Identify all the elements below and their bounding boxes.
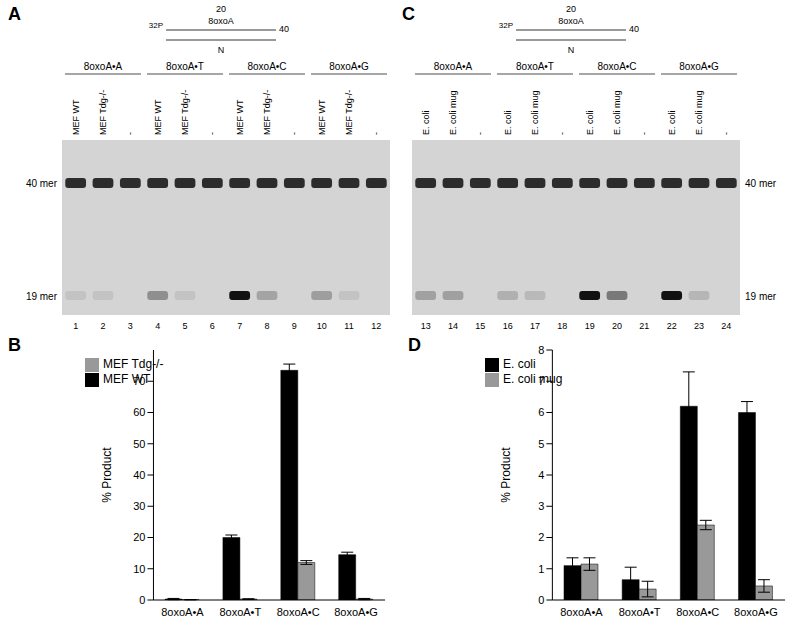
svg-text:19 mer: 19 mer	[26, 291, 58, 302]
svg-text:-: -	[475, 132, 485, 135]
svg-text:10: 10	[317, 321, 327, 331]
svg-text:60: 60	[133, 406, 145, 418]
svg-text:8oxoA•A: 8oxoA•A	[84, 61, 123, 72]
svg-text:MEF Tdg-/-: MEF Tdg-/-	[262, 90, 272, 135]
svg-text:-: -	[207, 132, 217, 135]
svg-text:8oxoA•A: 8oxoA•A	[161, 606, 204, 618]
svg-text:-: -	[721, 132, 731, 135]
svg-text:40 mer: 40 mer	[26, 178, 58, 189]
svg-text:8oxoA•G: 8oxoA•G	[334, 606, 378, 618]
svg-text:40: 40	[279, 24, 289, 34]
svg-text:20: 20	[133, 531, 145, 543]
svg-text:15: 15	[475, 321, 485, 331]
svg-text:MEF WT: MEF WT	[71, 99, 81, 135]
svg-text:8oxoA•G: 8oxoA•G	[734, 606, 778, 618]
svg-text:19 mer: 19 mer	[745, 291, 777, 302]
svg-text:32P: 32P	[149, 21, 163, 30]
svg-text:6: 6	[538, 406, 544, 418]
svg-text:3: 3	[538, 500, 544, 512]
svg-text:11: 11	[344, 321, 353, 331]
svg-text:-: -	[289, 132, 299, 135]
svg-text:7: 7	[237, 321, 242, 331]
svg-text:-: -	[371, 132, 381, 135]
svg-text:17: 17	[530, 321, 540, 331]
svg-text:10: 10	[133, 563, 145, 575]
svg-text:5: 5	[182, 321, 187, 331]
svg-text:C: C	[402, 4, 415, 24]
svg-text:2: 2	[538, 531, 544, 543]
svg-text:8oxoA: 8oxoA	[558, 16, 584, 26]
svg-text:8oxoA•C: 8oxoA•C	[676, 606, 719, 618]
svg-text:-: -	[639, 132, 649, 135]
svg-text:0: 0	[139, 594, 145, 606]
svg-text:8: 8	[264, 321, 269, 331]
svg-text:-: -	[557, 132, 567, 135]
svg-text:20: 20	[216, 4, 226, 14]
svg-text:% Product: % Product	[499, 447, 513, 503]
svg-text:MEF WT: MEF WT	[153, 99, 163, 135]
svg-text:8oxoA•G: 8oxoA•G	[679, 61, 719, 72]
svg-text:MEF WT: MEF WT	[317, 99, 327, 135]
svg-text:E. coli mug: E. coli mug	[530, 90, 540, 135]
svg-text:5: 5	[538, 438, 544, 450]
svg-text:32P: 32P	[499, 21, 513, 30]
svg-text:8oxoA•C: 8oxoA•C	[277, 606, 320, 618]
svg-text:8oxoA•T: 8oxoA•T	[516, 61, 554, 72]
svg-text:2: 2	[100, 321, 105, 331]
svg-text:19: 19	[585, 321, 595, 331]
svg-text:A: A	[8, 4, 21, 24]
svg-text:MEF Tdg-/-: MEF Tdg-/-	[98, 90, 108, 135]
svg-text:40: 40	[629, 24, 639, 34]
svg-text:8oxoA•C: 8oxoA•C	[597, 61, 636, 72]
svg-text:9: 9	[292, 321, 297, 331]
svg-text:20: 20	[566, 4, 576, 14]
svg-text:E. coli: E. coli	[667, 110, 677, 135]
svg-text:E. coli: E. coli	[503, 110, 513, 135]
svg-text:N: N	[218, 45, 225, 55]
svg-text:16: 16	[503, 321, 513, 331]
svg-text:4: 4	[538, 469, 544, 481]
svg-text:8oxoA: 8oxoA	[208, 16, 234, 26]
svg-text:% Product: % Product	[100, 447, 114, 503]
svg-text:40 mer: 40 mer	[745, 178, 777, 189]
svg-text:8: 8	[538, 344, 544, 356]
svg-text:1: 1	[73, 321, 78, 331]
svg-text:8oxoA•T: 8oxoA•T	[219, 606, 261, 618]
svg-text:1: 1	[538, 563, 544, 575]
svg-text:8oxoA•A: 8oxoA•A	[560, 606, 603, 618]
svg-text:4: 4	[155, 321, 160, 331]
svg-text:23: 23	[694, 321, 704, 331]
svg-text:E. coli mug: E. coli mug	[694, 90, 704, 135]
svg-text:12: 12	[371, 321, 381, 331]
svg-text:E. coli mug: E. coli mug	[612, 90, 622, 135]
svg-text:8oxoA•G: 8oxoA•G	[329, 61, 369, 72]
svg-text:N: N	[568, 45, 575, 55]
svg-text:13: 13	[421, 321, 431, 331]
svg-text:MEF Tdg-/-: MEF Tdg-/-	[180, 90, 190, 135]
svg-text:E. coli: E. coli	[421, 110, 431, 135]
svg-text:24: 24	[721, 321, 731, 331]
svg-text:-: -	[125, 132, 135, 135]
svg-text:18: 18	[557, 321, 567, 331]
svg-text:3: 3	[128, 321, 133, 331]
svg-text:8oxoA•T: 8oxoA•T	[619, 606, 661, 618]
svg-text:MEF Tdg-/-: MEF Tdg-/-	[344, 90, 354, 135]
svg-text:14: 14	[448, 321, 458, 331]
svg-text:E. coli: E. coli	[585, 110, 595, 135]
svg-text:7: 7	[538, 375, 544, 387]
svg-text:8oxoA•C: 8oxoA•C	[247, 61, 286, 72]
svg-text:40: 40	[133, 469, 145, 481]
svg-text:8oxoA•T: 8oxoA•T	[166, 61, 204, 72]
svg-text:22: 22	[667, 321, 677, 331]
svg-text:70: 70	[133, 375, 145, 387]
svg-text:50: 50	[133, 438, 145, 450]
svg-text:8oxoA•A: 8oxoA•A	[434, 61, 473, 72]
svg-text:E. coli mug: E. coli mug	[448, 90, 458, 135]
svg-text:6: 6	[210, 321, 215, 331]
svg-text:20: 20	[612, 321, 622, 331]
svg-text:MEF WT: MEF WT	[235, 99, 245, 135]
svg-text:21: 21	[639, 321, 649, 331]
svg-text:30: 30	[133, 500, 145, 512]
svg-text:0: 0	[538, 594, 544, 606]
